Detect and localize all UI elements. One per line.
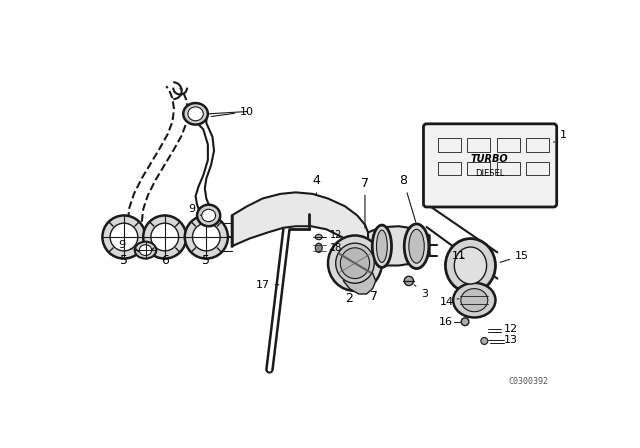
Ellipse shape [185, 215, 228, 258]
Ellipse shape [445, 238, 495, 293]
Text: 2: 2 [346, 292, 353, 305]
Text: 3: 3 [414, 285, 428, 299]
Bar [467, 162, 490, 176]
Bar [526, 162, 549, 176]
Text: 9: 9 [188, 204, 201, 215]
Bar [526, 138, 549, 152]
Ellipse shape [404, 224, 429, 269]
Ellipse shape [316, 234, 322, 240]
Text: 9: 9 [118, 240, 133, 250]
Ellipse shape [316, 243, 322, 252]
Ellipse shape [135, 241, 156, 258]
Ellipse shape [151, 223, 179, 251]
Bar [497, 138, 520, 152]
Text: 1: 1 [554, 129, 566, 142]
Bar [438, 138, 461, 152]
Text: 17: 17 [255, 280, 279, 290]
Ellipse shape [110, 223, 138, 251]
Bar [497, 162, 520, 176]
Ellipse shape [188, 107, 204, 121]
Text: 7: 7 [361, 177, 369, 228]
Text: DIESEL: DIESEL [475, 168, 504, 177]
Ellipse shape [481, 337, 488, 345]
Text: 5: 5 [120, 254, 128, 267]
Ellipse shape [372, 225, 392, 267]
Polygon shape [344, 269, 376, 294]
Ellipse shape [197, 205, 220, 226]
Text: 18: 18 [330, 243, 342, 253]
Ellipse shape [102, 215, 145, 258]
Ellipse shape [202, 209, 216, 222]
Text: 14: 14 [440, 297, 459, 307]
Ellipse shape [461, 289, 488, 312]
Ellipse shape [404, 276, 413, 285]
Text: 15: 15 [500, 250, 529, 263]
Ellipse shape [340, 248, 369, 279]
Ellipse shape [461, 318, 469, 326]
Text: TURBO: TURBO [471, 154, 509, 164]
Text: 6: 6 [161, 254, 169, 267]
FancyBboxPatch shape [424, 124, 557, 207]
Ellipse shape [328, 236, 382, 291]
Bar [467, 138, 490, 152]
Ellipse shape [140, 245, 152, 255]
Ellipse shape [409, 229, 424, 263]
Text: C0300392: C0300392 [508, 376, 548, 386]
Ellipse shape [454, 247, 486, 284]
Ellipse shape [143, 215, 186, 258]
Ellipse shape [453, 283, 495, 318]
Text: 16: 16 [439, 317, 452, 327]
Ellipse shape [193, 223, 220, 251]
Ellipse shape [336, 243, 374, 283]
Ellipse shape [183, 103, 208, 125]
Bar [438, 162, 461, 176]
Polygon shape [368, 226, 429, 266]
Text: 11: 11 [452, 250, 466, 260]
Text: 13: 13 [504, 335, 518, 345]
Ellipse shape [376, 230, 387, 263]
Text: 8: 8 [399, 174, 416, 222]
Text: 7: 7 [370, 290, 378, 303]
Text: 4: 4 [312, 174, 321, 194]
Text: 12: 12 [330, 230, 342, 240]
Text: 5: 5 [202, 254, 211, 267]
Polygon shape [232, 192, 368, 260]
Text: 10: 10 [211, 107, 254, 116]
Text: 12: 12 [504, 324, 518, 334]
